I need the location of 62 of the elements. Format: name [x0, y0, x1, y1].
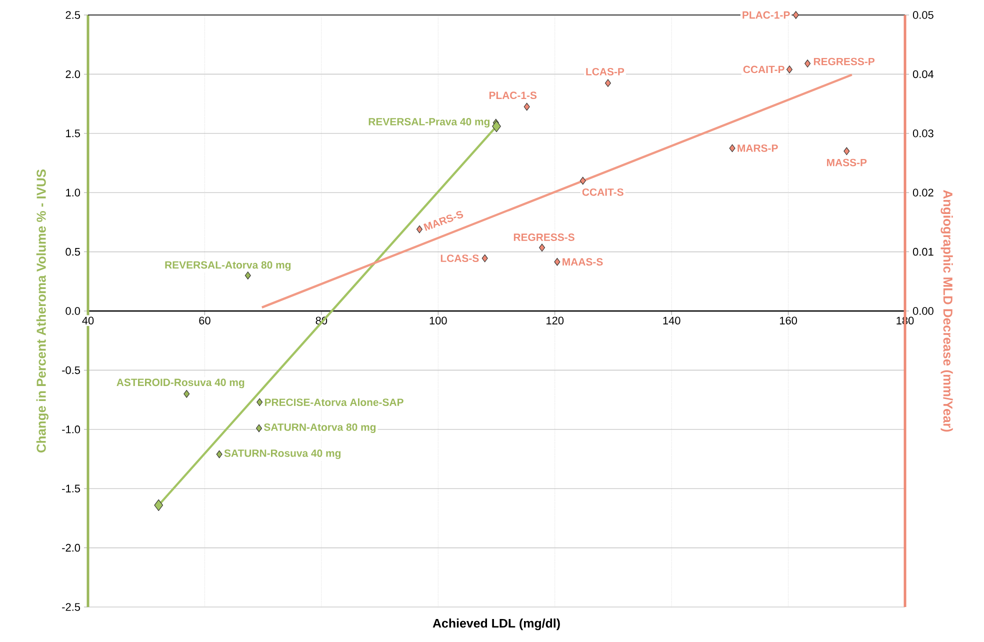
- y2-tick-label: 0.01: [912, 248, 934, 256]
- point: [580, 176, 586, 185]
- point: [786, 66, 792, 74]
- data-label: LCAS-S: [440, 254, 479, 262]
- point: [184, 390, 190, 398]
- x-tick-label: 100: [430, 316, 447, 324]
- y-tick-label: 0.5: [66, 248, 80, 256]
- x-tick-label: 120: [546, 316, 564, 324]
- data-label: MARS-P: [738, 144, 778, 152]
- y-tick-label: 2.0: [66, 70, 80, 78]
- y2-tick-label: 0.05: [912, 11, 934, 19]
- data-label: CCAIT-S: [582, 188, 624, 196]
- x-tick-label: 60: [199, 316, 210, 324]
- point: [792, 11, 799, 19]
- point: [729, 144, 736, 152]
- point: [416, 225, 422, 234]
- point: [804, 60, 811, 68]
- y-tick-label: -0.5: [62, 366, 80, 374]
- y-tick-label: -2.5: [62, 603, 80, 611]
- x-tick-label: 160: [780, 316, 797, 324]
- data-label: SATURN-Rosuva 40 mg: [224, 450, 341, 460]
- data-label: SATURN-Atorva 80 mg: [264, 423, 376, 433]
- point: [244, 272, 251, 280]
- y2-tick-label: 0.03: [912, 130, 934, 138]
- x-tick-label: 140: [663, 316, 680, 324]
- data-label: PLAC-1-S: [489, 92, 537, 100]
- data-label: ASTEROID-Rosuva 40 mg: [116, 378, 244, 388]
- point: [154, 499, 164, 511]
- data-label: MAAS-S: [562, 258, 603, 266]
- data-label: PRECISE-Atorva Alone-SAP: [264, 398, 404, 406]
- point: [524, 102, 530, 111]
- point: [844, 147, 850, 156]
- y-tick-label: 0.0: [66, 307, 80, 315]
- point: [482, 254, 488, 262]
- point: [216, 450, 222, 458]
- data-label: REVERSAL-Prava 40 mg: [368, 118, 490, 128]
- y-tick-label: 1.0: [66, 188, 80, 196]
- y-tick-label: 1.5: [66, 130, 80, 138]
- point: [256, 398, 263, 406]
- y2-tick-label: 0.04: [912, 70, 934, 78]
- point: [604, 79, 611, 87]
- point: [539, 244, 546, 252]
- y-tick-label: 2.5: [66, 11, 80, 19]
- data-label: REVERSAL-Atorva 80 mg: [165, 261, 291, 271]
- data-label: PLAC-1-P: [742, 11, 790, 19]
- y2-tick-label: 0.00: [912, 307, 934, 315]
- data-label: CCAIT-P: [743, 66, 784, 74]
- y-tick-label: -1.0: [62, 426, 80, 434]
- data-label: MASS-P: [827, 158, 867, 166]
- point: [492, 120, 501, 132]
- x-axis-title: Achieved LDL (mg/dl): [432, 618, 560, 630]
- data-label: LCAS-P: [586, 68, 624, 76]
- y2-tick-label: 0.02: [912, 188, 934, 196]
- point: [554, 258, 560, 266]
- x-tick-label: 40: [82, 316, 94, 324]
- y-tick-label: -1.5: [62, 484, 80, 492]
- data-label: REGRESS-P: [814, 58, 874, 66]
- y-axis-title: Change in Percent Atheroma Volume % - IVUS: [36, 170, 48, 452]
- y-tick-label: -2.0: [62, 544, 80, 552]
- point: [256, 424, 262, 432]
- data-label: REGRESS-S: [514, 234, 574, 241]
- y2-axis-title: Angiographic MLD Decrease (mm/Year): [940, 190, 953, 432]
